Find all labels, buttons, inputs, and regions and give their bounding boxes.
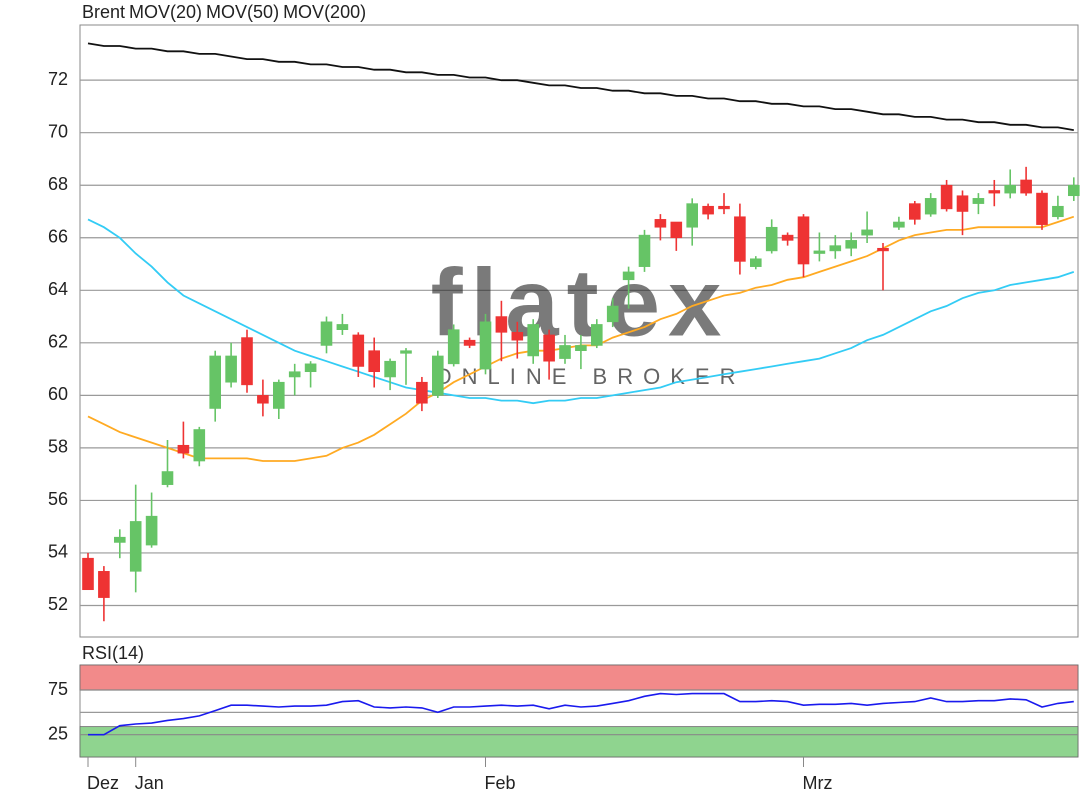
candle-body: [114, 536, 126, 543]
candle-body: [161, 471, 174, 485]
candle-body: [416, 381, 428, 404]
candle-body: [575, 345, 587, 351]
candle-body: [829, 245, 842, 252]
candle-body: [352, 334, 365, 367]
candle-body: [749, 258, 762, 267]
candle-body: [877, 247, 889, 252]
y-tick-label: 52: [48, 594, 68, 614]
candle-body: [638, 234, 651, 267]
y-tick-label: 54: [48, 542, 68, 562]
candle-body: [479, 321, 492, 370]
candle-body: [734, 216, 746, 262]
candle-body: [1036, 192, 1048, 225]
y-tick-label: 66: [48, 227, 68, 247]
candle-body: [590, 324, 603, 346]
candle-body: [463, 339, 476, 346]
candle-body: [908, 203, 921, 220]
y-tick-label: 25: [48, 723, 68, 743]
y-tick-label: 58: [48, 437, 68, 457]
candle-body: [336, 324, 349, 330]
candle-body: [177, 444, 190, 454]
y-tick-label: 56: [48, 489, 68, 509]
candle-body: [543, 334, 555, 362]
candle-body: [861, 229, 873, 236]
candle-body: [686, 203, 699, 228]
candle-body: [129, 521, 142, 572]
x-tick-label: Mrz: [803, 773, 833, 793]
candle-body: [606, 305, 619, 323]
candle-body: [527, 324, 540, 357]
candle-body: [845, 240, 858, 249]
candle-body: [654, 219, 667, 228]
candle-body: [368, 350, 381, 373]
candle-body: [272, 381, 285, 409]
candle-body: [288, 371, 301, 378]
legend-entry: MOV(200): [283, 2, 366, 22]
candle-body: [384, 360, 396, 378]
candle-body: [1004, 184, 1017, 194]
moving-average-line: [87, 218, 1075, 405]
candle-body: [940, 184, 953, 210]
y-tick-label: 70: [48, 121, 68, 141]
legend-entry: Brent: [82, 2, 125, 22]
candle-body: [447, 329, 460, 365]
candle-body: [82, 557, 94, 591]
candle-body: [559, 345, 571, 359]
candle-body: [988, 190, 1001, 194]
candle-body: [1068, 184, 1080, 197]
y-tick-label: 75: [48, 679, 68, 699]
candle-body: [257, 395, 269, 404]
candle-body: [511, 332, 524, 341]
y-tick-label: 64: [48, 279, 68, 299]
candle-body: [304, 363, 317, 373]
legend-entry: MOV(20): [129, 2, 202, 22]
candle-body: [400, 350, 412, 354]
zone-band: [79, 664, 1079, 691]
candle-body: [225, 355, 237, 383]
candle-body: [765, 226, 778, 252]
candle-body: [145, 515, 158, 546]
candle-body: [702, 205, 714, 215]
candle-body: [924, 198, 937, 215]
candle-body: [431, 355, 444, 396]
legend-entry: MOV(50): [206, 2, 279, 22]
x-tick-label: Jan: [135, 773, 164, 793]
candle-body: [956, 195, 969, 212]
x-tick-label: Feb: [485, 773, 516, 793]
candle-body: [1052, 205, 1064, 218]
y-tick-label: 72: [48, 69, 68, 89]
candle-body: [813, 250, 826, 254]
candle-body: [893, 221, 905, 228]
y-tick-label: 62: [48, 332, 68, 352]
candle-body: [193, 429, 206, 462]
panel-label: RSI(14): [82, 643, 144, 663]
candle-body: [209, 355, 221, 409]
candle-body: [781, 234, 794, 241]
candle-body: [622, 271, 635, 281]
candle-body: [98, 571, 110, 598]
y-tick-label: 68: [48, 174, 68, 194]
candle-body: [718, 205, 730, 210]
candle-body: [320, 321, 333, 346]
y-tick-label: 60: [48, 384, 68, 404]
x-tick-label: Dez: [87, 773, 119, 793]
rsi-line: [88, 692, 1074, 736]
candle-body: [495, 316, 508, 333]
zone-band: [79, 726, 1079, 758]
moving-average-line: [87, 42, 1074, 131]
candle-body: [1020, 179, 1032, 194]
candle-body: [670, 221, 683, 239]
candle-body: [797, 216, 810, 265]
candle-body: [972, 198, 985, 204]
candle-body: [241, 337, 253, 386]
watermark: flatex: [431, 249, 730, 356]
